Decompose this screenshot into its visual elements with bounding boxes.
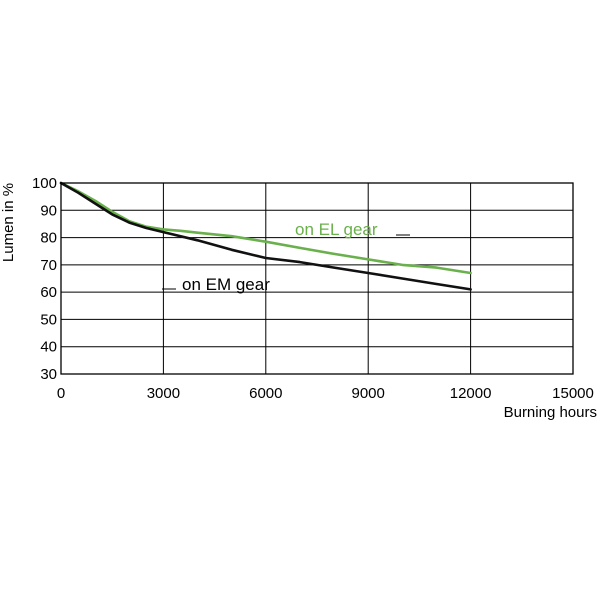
y-tick-label: 80 — [40, 230, 57, 247]
series-lines — [59, 181, 472, 291]
x-tick-label: 6000 — [249, 385, 282, 402]
grid — [61, 183, 573, 374]
x-tick-label: 12000 — [450, 385, 492, 402]
tick-labels: 30 40 50 60 70 80 90 100 0 3000 6000 9000 12000 15000 — [32, 175, 594, 402]
y-tick-label: 50 — [40, 311, 57, 328]
y-tick-label: 100 — [32, 175, 57, 192]
plot-frame — [60, 182, 574, 375]
x-tick-label: 15000 — [552, 385, 594, 402]
series-label-0: on EL gear — [295, 220, 378, 239]
y-tick-label: 60 — [40, 284, 57, 301]
x-axis-label: Burning hours — [504, 404, 597, 421]
x-tick-label: 3000 — [147, 385, 180, 402]
x-tick-label: 9000 — [352, 385, 385, 402]
series-labels: on EL gear on EM gear — [162, 220, 410, 294]
y-tick-label: 40 — [40, 339, 57, 356]
series-line-0 — [59, 181, 472, 275]
series-label-1: on EM gear — [182, 275, 270, 294]
y-tick-label: 90 — [40, 202, 57, 219]
series-line-1 — [59, 181, 472, 291]
x-tick-label: 0 — [57, 385, 65, 402]
y-tick-label: 70 — [40, 257, 57, 274]
y-axis-label: Lumen in % — [0, 183, 17, 262]
y-tick-label: 30 — [40, 366, 57, 383]
